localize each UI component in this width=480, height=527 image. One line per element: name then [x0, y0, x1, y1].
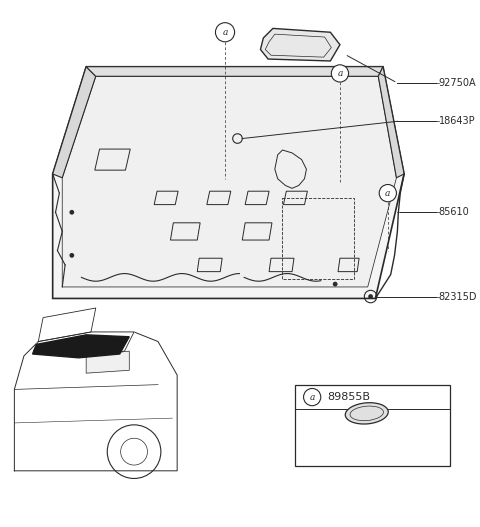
Circle shape: [303, 388, 321, 406]
Circle shape: [368, 294, 373, 299]
Polygon shape: [38, 308, 96, 341]
Circle shape: [70, 253, 74, 258]
Polygon shape: [53, 67, 96, 178]
Circle shape: [331, 65, 348, 82]
Circle shape: [379, 184, 396, 202]
Polygon shape: [34, 332, 134, 356]
Text: a: a: [385, 189, 391, 198]
Circle shape: [216, 23, 235, 42]
Polygon shape: [53, 67, 404, 298]
Text: a: a: [222, 28, 228, 37]
Polygon shape: [86, 67, 383, 76]
Polygon shape: [14, 332, 177, 471]
Ellipse shape: [345, 403, 388, 424]
Circle shape: [70, 210, 74, 214]
Polygon shape: [33, 335, 129, 358]
Polygon shape: [62, 76, 396, 287]
Text: 82315D: 82315D: [439, 291, 477, 301]
Polygon shape: [86, 351, 129, 373]
Text: 89855B: 89855B: [327, 392, 371, 402]
Text: a: a: [337, 69, 343, 78]
Bar: [295, 385, 450, 466]
Text: 85610: 85610: [439, 207, 469, 217]
Polygon shape: [261, 28, 340, 61]
Polygon shape: [378, 67, 404, 178]
Text: 92750A: 92750A: [439, 78, 476, 88]
Text: a: a: [310, 393, 315, 402]
Text: 18643P: 18643P: [439, 116, 475, 126]
Circle shape: [333, 282, 337, 287]
